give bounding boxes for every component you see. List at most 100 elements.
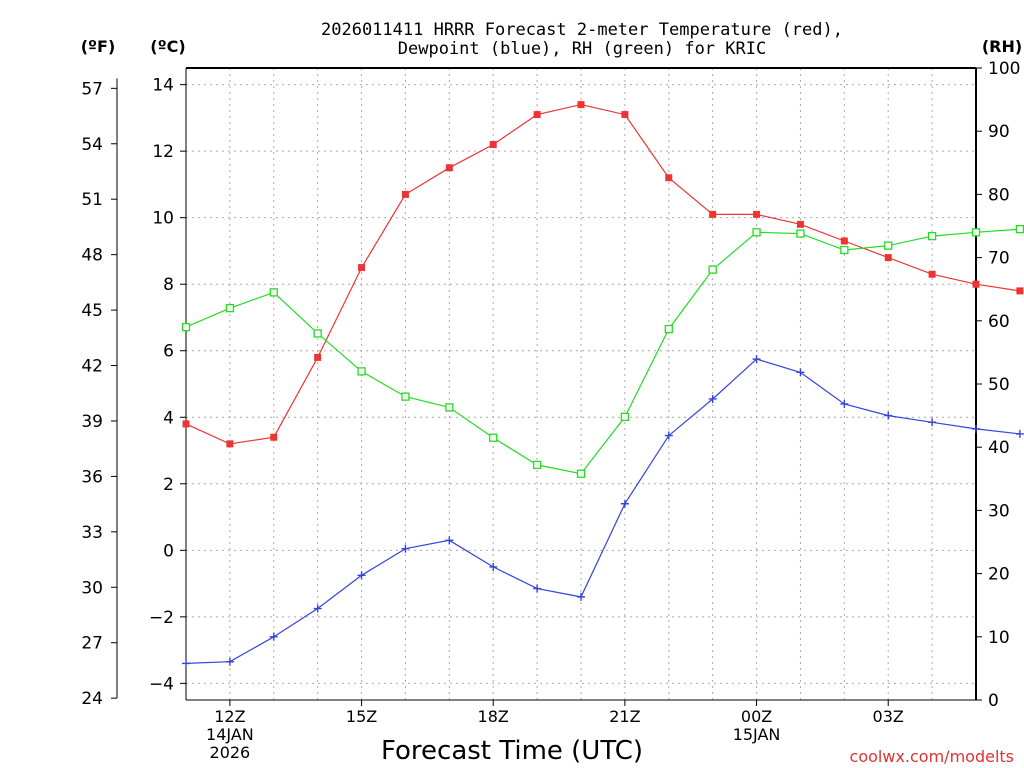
x-tick-label: 15JAN — [733, 725, 781, 744]
rh-point — [401, 392, 410, 401]
rh-point — [927, 231, 937, 241]
fahrenheit-tick-label: 45 — [81, 301, 103, 321]
gridlines — [186, 68, 976, 700]
celsius-tick-label: 4 — [163, 408, 174, 428]
temperature-point — [1016, 287, 1024, 295]
rh-tick-label: 70 — [988, 249, 1010, 269]
celsius-tick-label: −4 — [149, 674, 174, 694]
dewpoint-point — [533, 584, 542, 593]
chart-title-line1: 2026011411 HRRR Forecast 2-meter Tempera… — [321, 20, 843, 40]
credit-label: coolwx.com/modelts — [850, 747, 1014, 766]
dewpoint-point — [225, 657, 234, 666]
rh-tick-label: 60 — [988, 312, 1010, 332]
dewpoint-point — [313, 604, 322, 613]
temperature-point — [840, 237, 848, 245]
series-line — [185, 358, 1020, 664]
fahrenheit-tick-label: 42 — [81, 357, 103, 377]
rh-tick-label: 10 — [988, 628, 1010, 648]
celsius-tick-label: 10 — [152, 209, 174, 229]
rh-point — [796, 229, 805, 238]
fahrenheit-tick-label: 33 — [81, 523, 103, 543]
x-tick-label: 2026 — [210, 743, 251, 762]
celsius-tick-label: −2 — [149, 608, 174, 628]
temperature-point — [884, 254, 892, 262]
celsius-tick-label: 14 — [152, 76, 174, 96]
celsius-tick-label: 8 — [163, 275, 174, 295]
celsius-tick-label: 2 — [163, 475, 174, 495]
fahrenheit-tick-label: 36 — [81, 467, 103, 487]
dewpoint-point — [445, 536, 454, 545]
temperature-point — [577, 101, 585, 109]
series-line — [185, 103, 1020, 445]
rh-tick-label: 30 — [988, 501, 1010, 521]
fahrenheit-tick-label: 54 — [81, 135, 103, 155]
temperature-point — [401, 190, 409, 198]
rh-point — [620, 412, 630, 422]
dewpoint-point — [708, 394, 717, 403]
rh-point — [840, 245, 849, 255]
dewpoint-point — [664, 431, 673, 440]
rh-tick-label: 0 — [988, 691, 999, 711]
dewpoint-point — [796, 368, 805, 377]
data-series — [181, 101, 1024, 668]
rh-tick-label: 90 — [988, 122, 1010, 142]
temperature-point — [753, 210, 761, 218]
rh-point — [269, 288, 278, 297]
temperature-point — [621, 111, 629, 119]
temperature-point — [270, 433, 278, 441]
x-tick-label: 03Z — [873, 707, 904, 726]
rh-point — [445, 403, 454, 412]
dewpoint-point — [840, 399, 849, 408]
rh-point — [708, 265, 717, 274]
fahrenheit-tick-label: 30 — [81, 578, 103, 598]
rh-point — [971, 228, 981, 237]
series-line — [185, 228, 1020, 475]
rh-point — [489, 433, 498, 442]
temperature-point — [972, 280, 980, 288]
x-tick-label: 18Z — [478, 707, 509, 726]
celsius-tick-label: 12 — [152, 142, 174, 162]
rh-point — [532, 460, 542, 470]
dewpoint-point — [1015, 429, 1024, 438]
rh-point — [884, 241, 893, 250]
fahrenheit-tick-label: 57 — [81, 79, 103, 99]
x-tick-label: 14JAN — [206, 725, 254, 744]
celsius-tick-label: 0 — [163, 541, 174, 561]
x-tick-label: 15Z — [346, 707, 377, 726]
rh-point — [181, 322, 191, 332]
x-axis-title: Forecast Time (UTC) — [381, 736, 643, 766]
temperature-point — [533, 111, 541, 119]
temperature-point — [358, 264, 366, 272]
fahrenheit-tick-label: 24 — [81, 689, 103, 709]
dewpoint-point — [928, 418, 937, 427]
x-tick-label: 00Z — [741, 707, 772, 726]
fahrenheit-tick-label: 51 — [81, 190, 103, 210]
dewpoint-point — [357, 571, 366, 580]
dewpoint-point — [577, 592, 585, 601]
rh-point — [752, 228, 761, 237]
fahrenheit-tick-label: 27 — [81, 634, 103, 654]
dewpoint-point — [972, 424, 980, 433]
temperature-point — [796, 220, 804, 228]
rh-point — [664, 324, 673, 334]
x-tick-label: 12Z — [214, 707, 245, 726]
rh-tick-label: 20 — [988, 565, 1010, 585]
rh-point — [1015, 225, 1024, 234]
fahrenheit-tick-label: 39 — [81, 412, 103, 432]
celsius-tick-label: 6 — [163, 342, 174, 362]
rh-unit-label: (RH) — [982, 37, 1022, 56]
dewpoint-point — [401, 544, 410, 553]
axes: −4−2024681012142427303336394245485154570… — [81, 59, 1020, 762]
fahrenheit-unit-label: (ºF) — [81, 37, 116, 56]
rh-point — [225, 304, 235, 313]
dewpoint-point — [489, 562, 498, 571]
dewpoint-point — [752, 355, 761, 364]
dewpoint-point — [884, 411, 893, 420]
temperature-point — [182, 420, 190, 428]
celsius-unit-label: (ºC) — [150, 37, 185, 56]
temperature-point — [665, 174, 673, 182]
x-tick-label: 21Z — [609, 707, 640, 726]
rh-tick-label: 40 — [988, 438, 1010, 458]
rh-tick-label: 80 — [988, 185, 1010, 205]
